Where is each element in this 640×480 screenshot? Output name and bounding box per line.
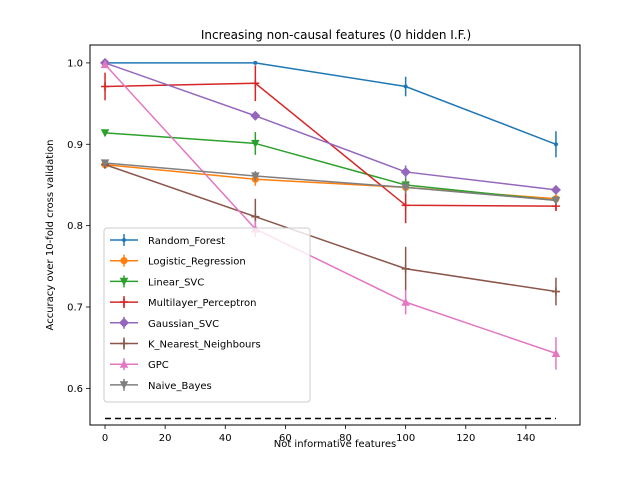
- x-tick-label: 20: [159, 433, 172, 444]
- data-point: [550, 184, 561, 195]
- x-tick-label: 120: [456, 433, 475, 444]
- series-line: [104, 132, 557, 202]
- y-axis-label: Accuracy over 10-fold cross validation: [45, 140, 56, 331]
- legend-entry: Logistic_Regression: [110, 254, 246, 268]
- legend-entry: Random_Forest: [110, 234, 225, 247]
- legend-box: [103, 227, 311, 403]
- y-tick-label: 0.8: [67, 221, 83, 232]
- data-point: [251, 139, 260, 148]
- data-point: [100, 159, 110, 168]
- data-point: [250, 110, 261, 121]
- legend-label: Naive_Bayes: [148, 381, 212, 392]
- data-point: [100, 129, 110, 138]
- x-tick-label: 40: [219, 433, 232, 444]
- y-tick-label: 1.0: [67, 58, 83, 69]
- plot-area: [100, 57, 561, 420]
- series-line: [105, 62, 557, 145]
- series-naive-bayes: [100, 159, 561, 205]
- data-point: [553, 142, 558, 147]
- data-point: [551, 348, 561, 357]
- data-point: [401, 264, 410, 273]
- legend-marker: [119, 317, 129, 328]
- x-tick-label: 60: [279, 433, 292, 444]
- series-line: [104, 64, 557, 355]
- chart-title: Increasing non-causal features (0 hidden…: [201, 28, 471, 42]
- legend-label: Gaussian_SVC: [148, 319, 219, 330]
- x-axis-label: Not informative features: [274, 439, 397, 450]
- data-point: [551, 287, 560, 296]
- data-point: [101, 82, 110, 91]
- legend-marker: [119, 359, 129, 368]
- x-tick-label: 100: [396, 433, 415, 444]
- data-point: [551, 196, 561, 205]
- data-point: [401, 201, 410, 210]
- data-point: [100, 60, 110, 69]
- legend-label: Logistic_Regression: [148, 257, 246, 268]
- series-line: [104, 62, 557, 191]
- data-point: [401, 183, 410, 192]
- legend-label: Linear_SVC: [148, 277, 204, 288]
- legend-label: K_Nearest_Neighbours: [148, 340, 261, 351]
- data-point: [401, 297, 410, 306]
- legend-entry: Gaussian_SVC: [110, 316, 219, 330]
- y-tick-label: 0.9: [67, 140, 83, 151]
- data-point: [251, 79, 260, 88]
- legend-marker: [122, 238, 126, 242]
- data-point: [253, 60, 258, 65]
- legend-label: GPC: [148, 360, 169, 371]
- legend-marker: [120, 298, 128, 307]
- legend-label: Random_Forest: [148, 236, 225, 247]
- legend-marker: [120, 339, 128, 348]
- legend-label: Multilayer_Perceptron: [148, 298, 257, 309]
- x-tick-label: 0: [102, 433, 108, 444]
- data-point: [400, 166, 411, 177]
- x-tick-label: 140: [516, 433, 535, 444]
- series-line: [104, 162, 557, 202]
- legend-entry: GPC: [110, 358, 169, 371]
- x-tick-label: 80: [339, 433, 352, 444]
- y-tick-label: 0.6: [67, 384, 83, 395]
- legend-entry: K_Nearest_Neighbours: [110, 337, 261, 351]
- legend-entry: Multilayer_Perceptron: [110, 296, 257, 309]
- data-point: [251, 212, 260, 221]
- legend-entry: Naive_Bayes: [110, 378, 212, 392]
- data-point: [403, 84, 408, 89]
- axis-ticks: 0 20 40 60 80 100 120 140 0.6 0.7 0.8 0.9 1.0: [67, 58, 535, 444]
- data-point: [251, 172, 260, 181]
- legend: Random_Forest Logistic_Regression Linear_S…: [103, 227, 311, 403]
- axes-frame: [89, 44, 581, 426]
- legend-marker: [120, 257, 128, 265]
- series-random-forest: [103, 60, 558, 158]
- y-tick-label: 0.7: [67, 303, 83, 314]
- series-line: [104, 163, 557, 293]
- legend-entry: Linear_SVC: [110, 275, 204, 288]
- legend-marker: [119, 381, 129, 390]
- legend-marker: [119, 277, 129, 286]
